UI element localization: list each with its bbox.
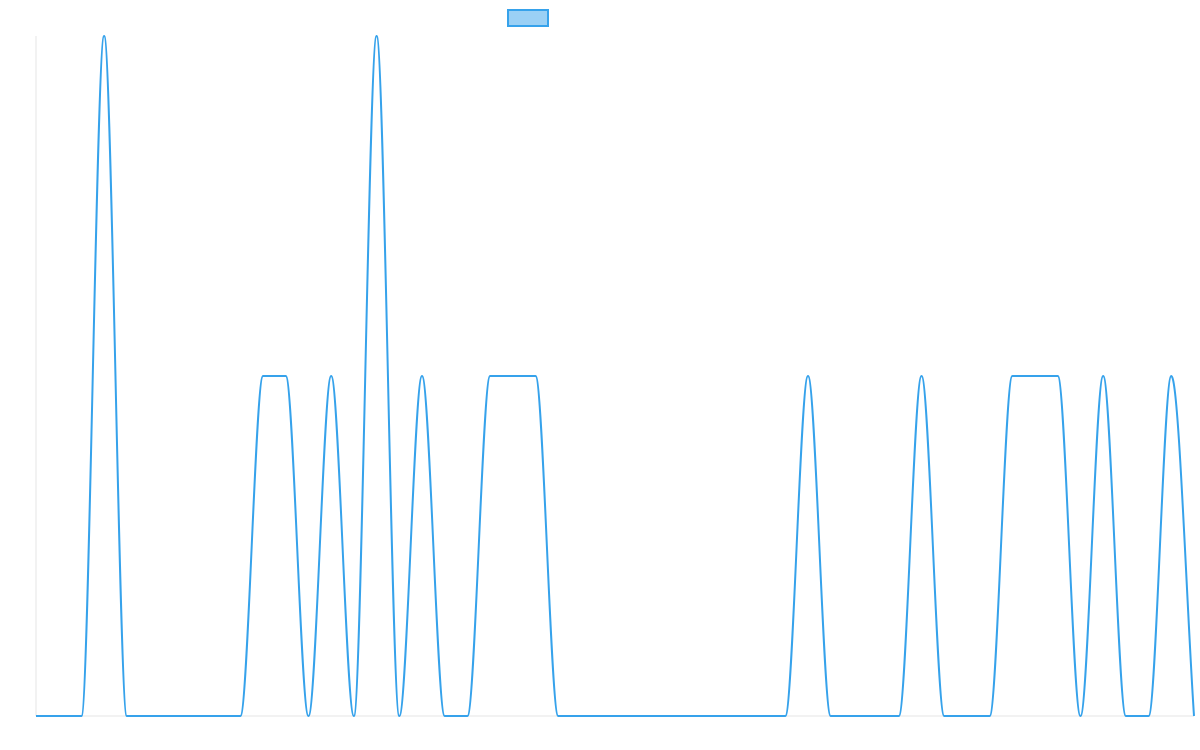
- legend-swatch[interactable]: [507, 9, 549, 27]
- series-line: [36, 34, 1195, 718]
